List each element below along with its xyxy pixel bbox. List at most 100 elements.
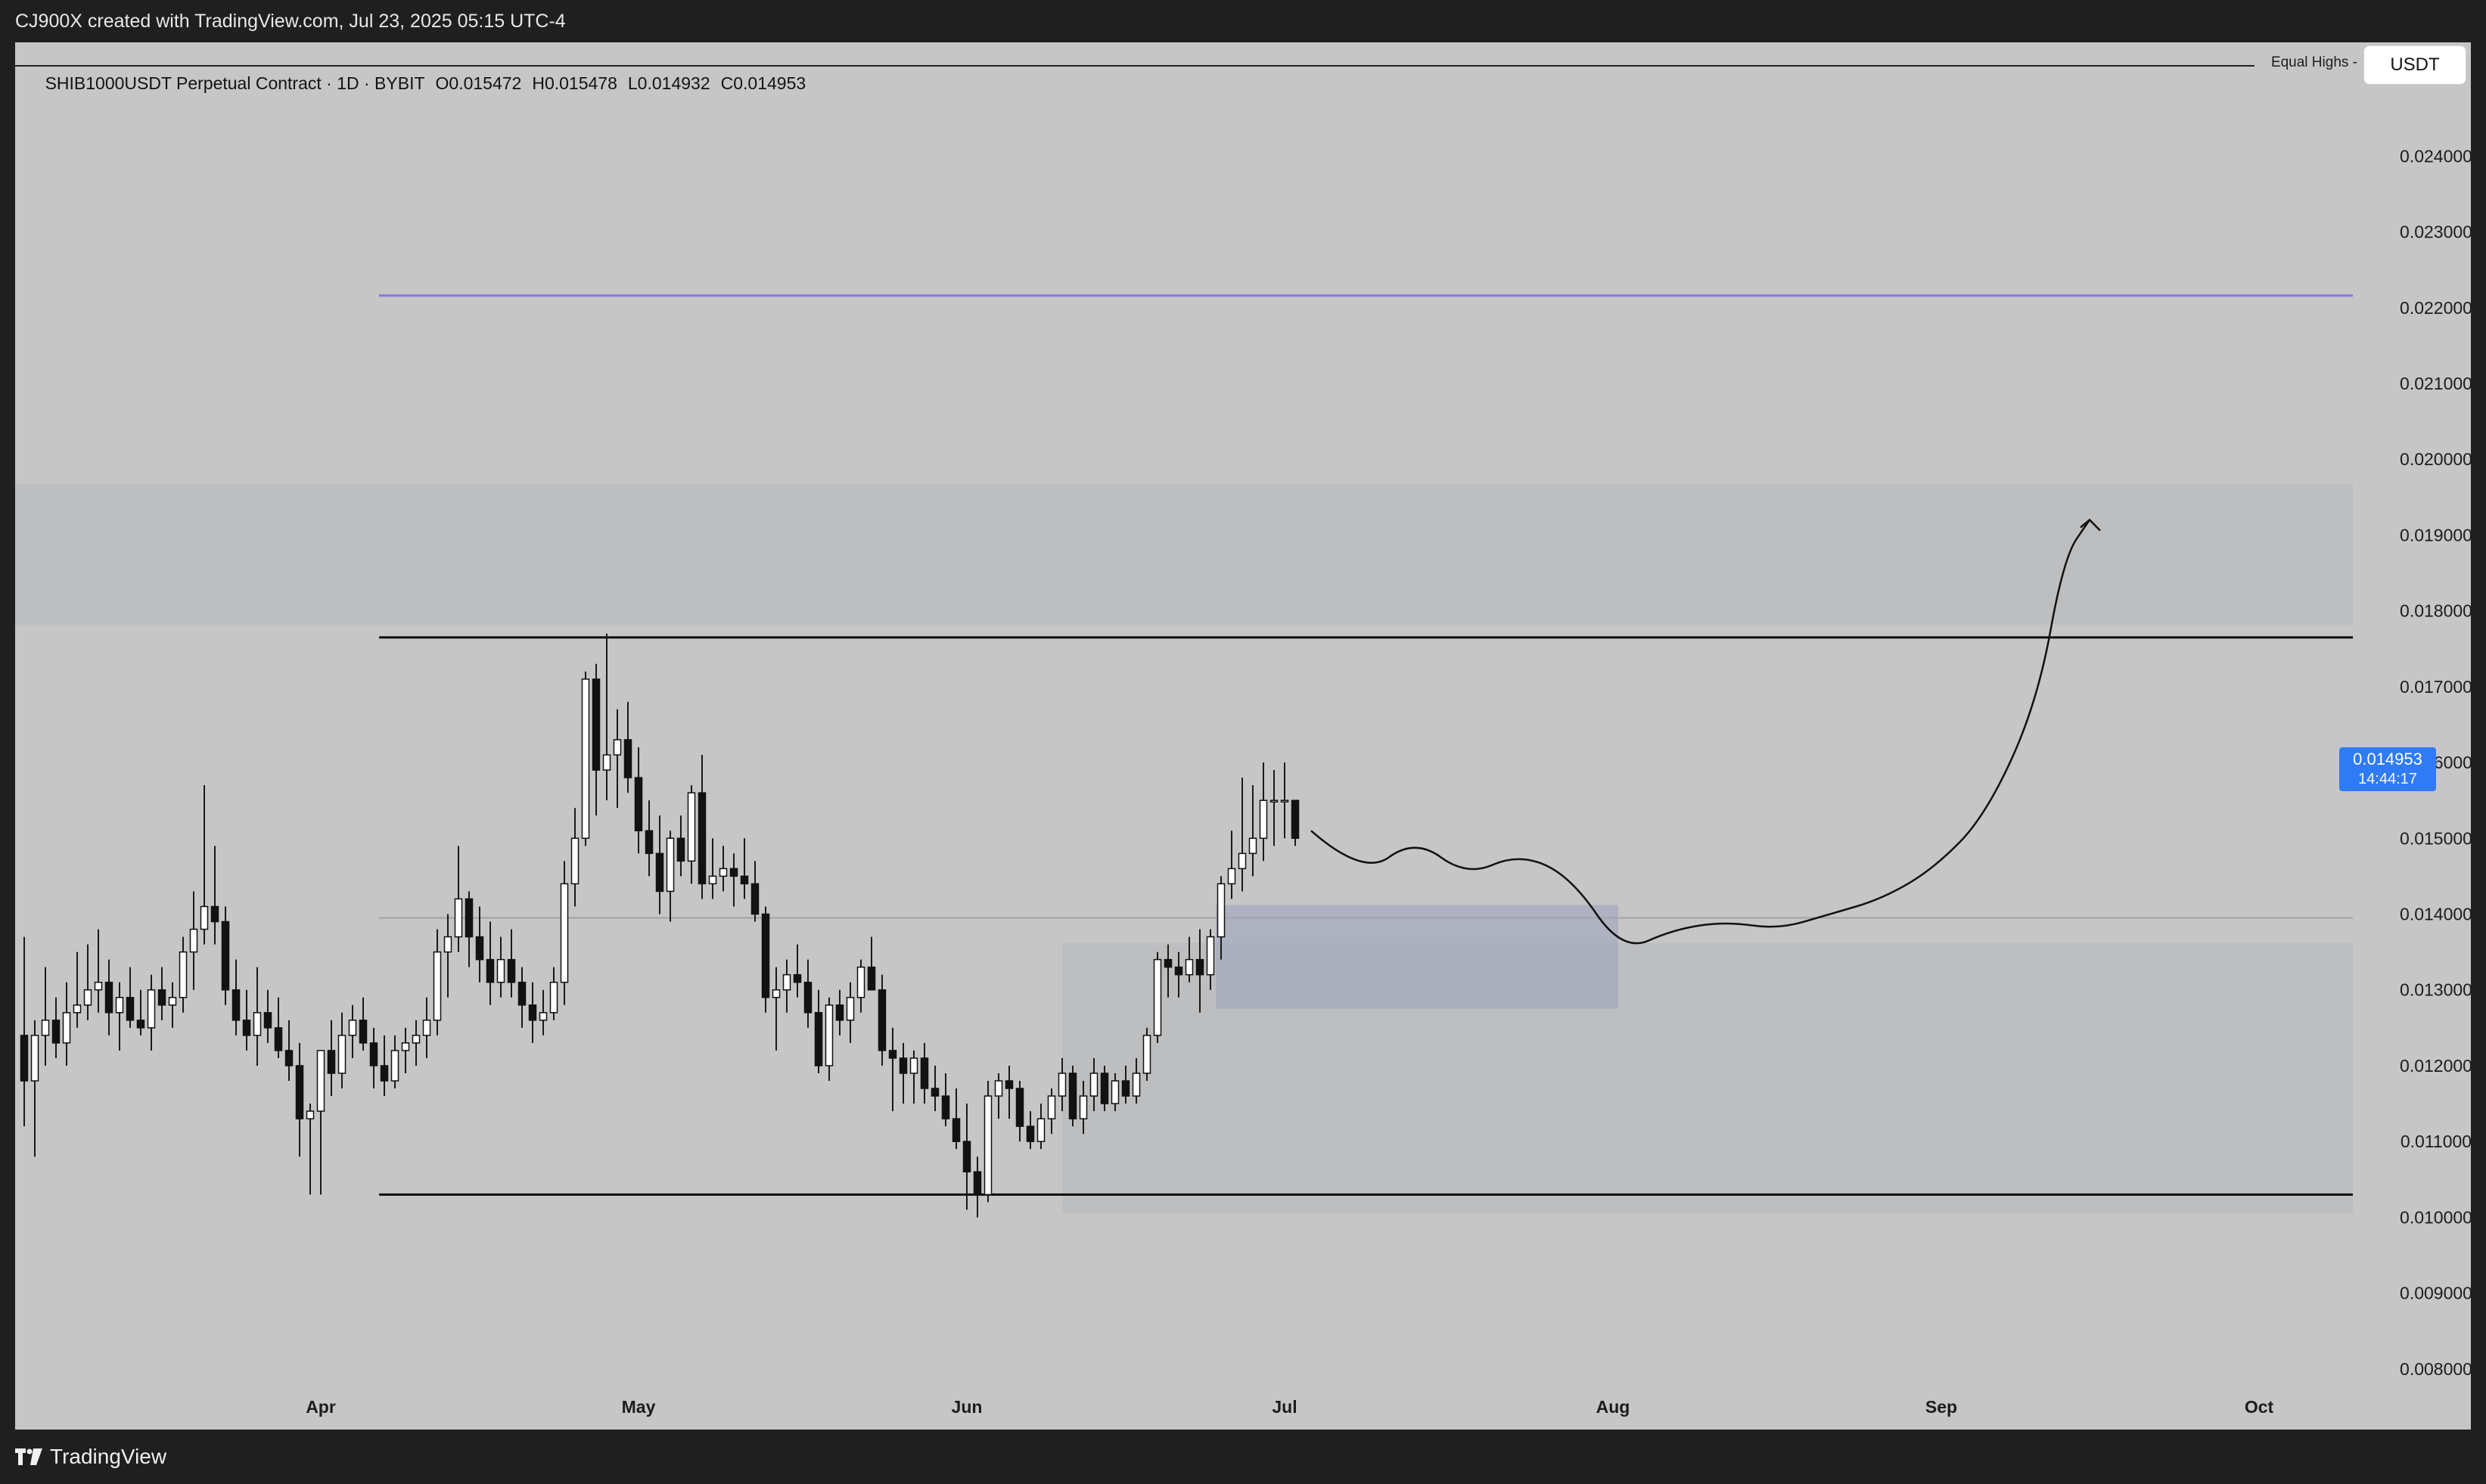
candle (1195, 929, 1204, 1013)
candle (645, 800, 654, 877)
candle (1238, 778, 1247, 892)
candle-body (1132, 1073, 1141, 1097)
resistance-zone (15, 483, 2353, 625)
candle-body (1121, 1080, 1130, 1097)
projection-path (1310, 519, 2091, 945)
candle (549, 967, 558, 1020)
currency-button[interactable]: USDT (2363, 45, 2466, 85)
candle (401, 1027, 410, 1073)
ohlc-low: L0.014932 (627, 73, 710, 93)
candle (1111, 1073, 1120, 1112)
candle-body (962, 1141, 971, 1173)
candle (1036, 1104, 1046, 1150)
candle (507, 929, 516, 998)
candle (941, 1073, 950, 1127)
y-tick-label: 0.011000 (2401, 1132, 2471, 1151)
candle (454, 846, 463, 952)
candle-body (613, 739, 622, 756)
candle-body (422, 1020, 431, 1036)
candle (528, 982, 537, 1043)
candle-body (592, 678, 601, 771)
candle (570, 808, 580, 907)
candle-body (687, 792, 696, 862)
x-tick-label: Apr (306, 1397, 336, 1417)
chart-area[interactable]: 0.008000 0.009000 0.010000 0.011000 0.012000… (15, 42, 2471, 1430)
candle-body (761, 913, 770, 998)
candle-body (104, 981, 113, 1014)
candle (962, 1104, 971, 1210)
candle-body (242, 1020, 251, 1036)
candle (1259, 762, 1268, 862)
y-tick-label: 0.021000 (2400, 374, 2471, 393)
candle (327, 1020, 336, 1097)
y-tick-label: 0.019000 (2400, 525, 2471, 545)
candle-countdown: 14:44:17 (2358, 771, 2417, 787)
candle (295, 1042, 304, 1157)
candle (306, 1104, 315, 1195)
candle (1185, 936, 1194, 983)
x-tick-label: Sep (1925, 1397, 1957, 1417)
candle (1217, 876, 1226, 960)
candle (20, 936, 29, 1127)
candle-body (1111, 1080, 1120, 1104)
candle (899, 1042, 908, 1104)
candle (475, 906, 484, 983)
candle (232, 959, 241, 1035)
candle-body (698, 792, 707, 885)
candle-body (507, 958, 516, 983)
candle-body (390, 1050, 399, 1082)
candle (1005, 1065, 1014, 1119)
tradingview-logo[interactable]: TradingView (15, 1445, 166, 1469)
candle-body (263, 1012, 272, 1029)
candle (666, 830, 675, 922)
candle (539, 989, 548, 1035)
candle (412, 1020, 421, 1066)
candle (1079, 1080, 1088, 1135)
y-tick-label: 0.024000 (2400, 146, 2471, 166)
candle-body (136, 1020, 145, 1029)
candle (825, 997, 834, 1081)
candle (888, 1027, 897, 1112)
candle-body (920, 1057, 929, 1089)
candle-body (337, 1035, 346, 1074)
candle-body (1291, 799, 1300, 840)
last-price-tag: 0.014953 14:44:17 (2339, 747, 2436, 791)
candle-body (1227, 868, 1236, 885)
candle (221, 906, 230, 1005)
price-chart[interactable]: 0.008000 0.009000 0.010000 0.011000 0.012000… (15, 42, 2471, 1430)
candle-body (740, 875, 749, 885)
candle-body (560, 883, 569, 983)
candle (443, 914, 452, 998)
candle-body (454, 898, 463, 938)
candle-body (952, 1118, 961, 1142)
candle-body (62, 1012, 71, 1044)
y-tick-label: 0.013000 (2400, 980, 2471, 1000)
candle-body (846, 997, 855, 1021)
candle (369, 1027, 378, 1089)
candle (62, 982, 71, 1066)
candle-body (994, 1080, 1003, 1097)
candle (179, 936, 188, 1013)
candle (200, 785, 209, 945)
y-tick-label: 0.022000 (2400, 298, 2471, 318)
candle (1269, 770, 1279, 846)
candle-body (655, 852, 664, 893)
y-tick-label: 0.008000 (2400, 1359, 2471, 1379)
candle-body (1174, 966, 1183, 976)
top-bar: CJ900X created with TradingView.com, Jul… (0, 0, 2486, 42)
candle-body (1259, 799, 1268, 840)
candle (263, 989, 272, 1043)
candle (740, 838, 749, 899)
ohlc-high: H0.015478 (532, 73, 617, 93)
candle (1153, 952, 1162, 1043)
candle (83, 944, 92, 1020)
candle (613, 709, 622, 809)
candle (761, 906, 770, 1013)
candle-body (306, 1110, 315, 1119)
attribution-text: CJ900X created with TradingView.com, Jul… (15, 10, 566, 32)
candle-body (189, 928, 198, 953)
candle-body (433, 951, 442, 1021)
candle (1058, 1057, 1067, 1112)
x-tick-label: Jul (1272, 1397, 1297, 1417)
candle-body (1058, 1073, 1067, 1097)
